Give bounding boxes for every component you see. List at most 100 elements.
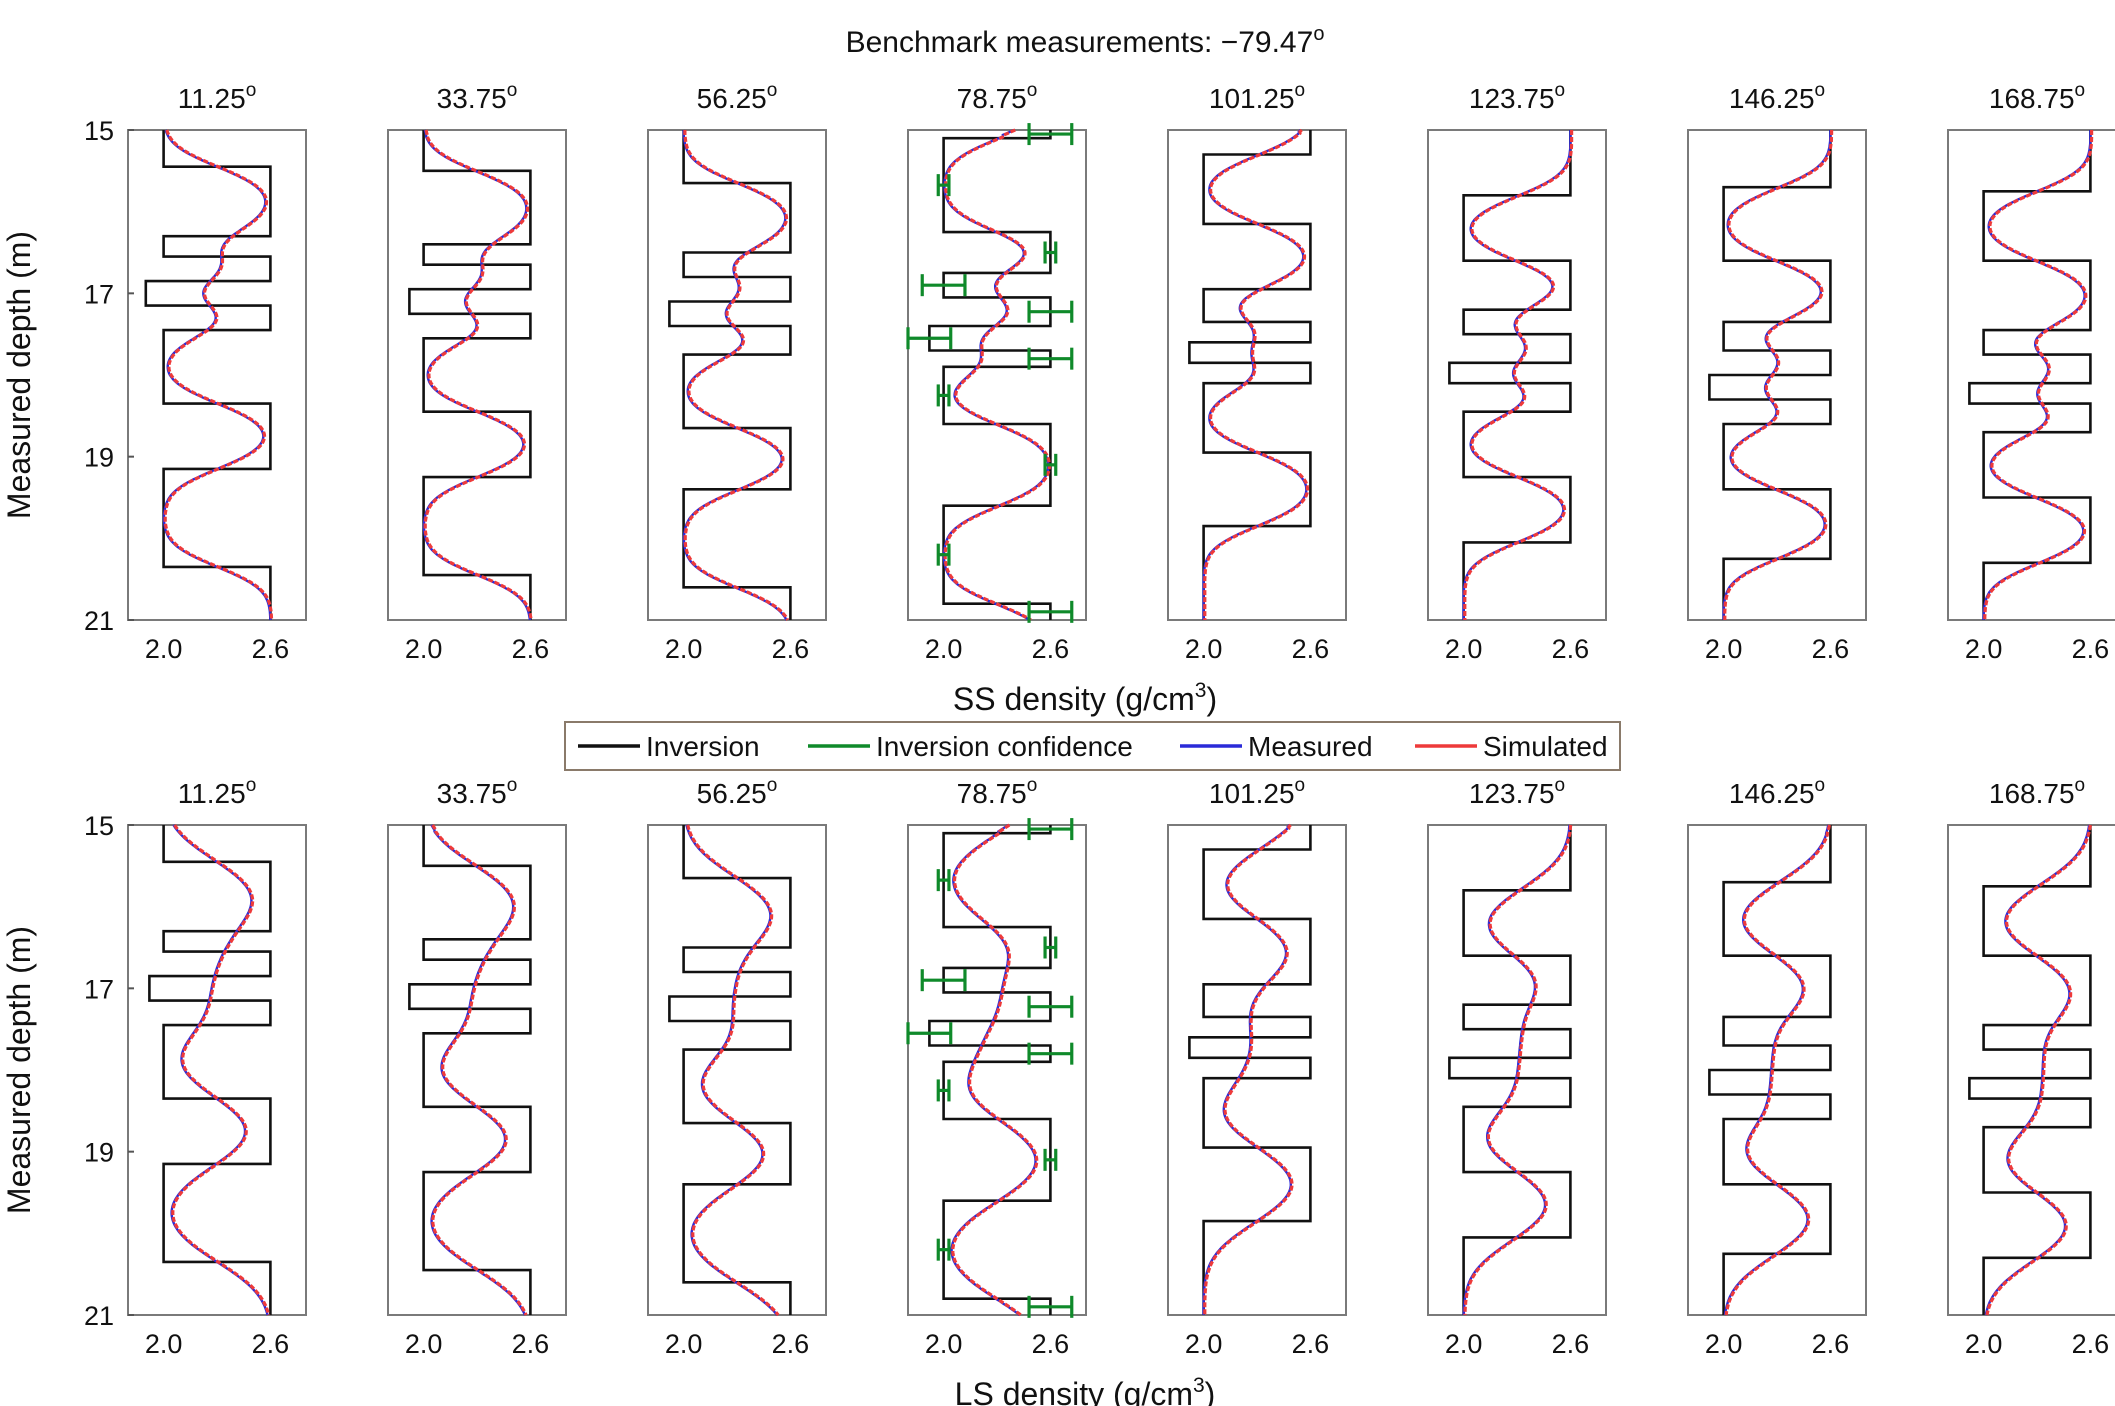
x-tick-label: 2.0 <box>1185 1329 1223 1359</box>
x-tick-label: 2.0 <box>1705 1329 1743 1359</box>
confidence-bar <box>936 174 951 197</box>
legend-item: Inversion <box>578 731 760 762</box>
panel-frame <box>647 824 827 1316</box>
panel-ls-7: 146.25o 2.0 2.6 <box>1687 775 1867 1359</box>
panel-angle-label: 168.75o <box>1989 80 2085 114</box>
confidence-bar <box>1043 1148 1058 1171</box>
confidence-bar <box>1043 453 1058 476</box>
inversion-line <box>1448 130 1572 620</box>
simulated-line <box>943 128 1051 622</box>
inversion-line <box>1188 130 1312 620</box>
panel-frame <box>1427 129 1607 621</box>
confidence-bar <box>936 384 951 407</box>
x-tick-label: 2.0 <box>1185 634 1223 664</box>
panel-ls-1: 11.25o 2.0 2.6 15 17 19 21 <box>84 775 307 1359</box>
panel-ss-2: 33.75o 2.0 2.6 <box>387 80 567 664</box>
figure-title-text: Benchmark measurements: −79.47o <box>846 23 1325 59</box>
confidence-bar <box>920 274 967 297</box>
x-tick-label: 2.0 <box>665 634 703 664</box>
x-tick-label: 2.0 <box>405 634 443 664</box>
panel-angle-label: 56.25o <box>697 80 778 114</box>
legend-item: Inversion confidence <box>808 731 1133 762</box>
degree-symbol: o <box>1555 775 1566 796</box>
panel-frame <box>127 129 307 621</box>
panel-ss-6: 123.75o 2.0 2.6 <box>1427 80 1607 664</box>
x-tick-label: 2.6 <box>1292 634 1330 664</box>
degree-symbol: o <box>1815 80 1826 101</box>
panel-frame <box>647 129 827 621</box>
y-tick-label: 15 <box>84 811 114 841</box>
panel-ls-4: 78.75o 2.0 2.6 <box>906 775 1087 1359</box>
inversion-line <box>1968 130 2092 620</box>
confidence-bar <box>1043 241 1058 264</box>
inversion-line <box>1708 130 1832 620</box>
panel-angle-label: 78.75o <box>957 80 1038 114</box>
panel-frame <box>1167 129 1347 621</box>
degree-symbol: o <box>1295 80 1306 101</box>
panel-ss-8: 168.75o 2.0 2.6 <box>1947 80 2115 664</box>
inversion-line <box>668 130 792 620</box>
panel-ss-7: 146.25o 2.0 2.6 <box>1687 80 1867 664</box>
simulated-line <box>1985 824 2092 1316</box>
legend: Inversion Inversion confidence Measured Sim… <box>564 721 1621 771</box>
degree-symbol: o <box>767 80 778 101</box>
simulated-line <box>171 824 271 1316</box>
simulated-line <box>1723 130 1834 620</box>
panel-frame <box>1167 824 1347 1316</box>
x-tick-label: 2.0 <box>405 1329 443 1359</box>
legend-label: Simulated <box>1483 731 1608 762</box>
confidence-bar <box>906 327 953 350</box>
degree-symbol: o <box>246 80 257 101</box>
confidence-bar <box>906 1022 953 1045</box>
x-tick-label: 2.0 <box>1445 1329 1483 1359</box>
panel-ls-3: 56.25o 2.0 2.6 <box>647 775 827 1359</box>
simulated-line <box>951 823 1039 1317</box>
simulated-line <box>423 129 533 621</box>
inversion-line <box>1708 825 1832 1315</box>
confidence-bar <box>1027 1295 1074 1318</box>
y-tick-label: 19 <box>84 1138 114 1168</box>
degree-symbol: o <box>767 775 778 796</box>
panel-row-ls: Measured depth (m) 11.25o 2.0 2.6 15 17 19 21 33… <box>1 775 2115 1406</box>
x-tick-label: 2.0 <box>1965 1329 2003 1359</box>
y-tick-label: 17 <box>84 279 114 309</box>
confidence-bar <box>1027 1042 1074 1065</box>
x-tick-label: 2.0 <box>665 1329 703 1359</box>
confidence-bar <box>1027 347 1074 370</box>
x-tick-label: 2.0 <box>925 1329 963 1359</box>
degree-symbol: o <box>507 775 518 796</box>
x-tick-label: 2.6 <box>2072 1329 2110 1359</box>
x-tick-label: 2.6 <box>1032 1329 1070 1359</box>
panel-ss-5: 101.25o 2.0 2.6 <box>1167 80 1347 664</box>
x-tick-label: 2.6 <box>252 634 290 664</box>
degree-symbol: o <box>1027 775 1038 796</box>
panel-angle-label: 11.25o <box>178 80 257 114</box>
panel-frame <box>907 129 1087 621</box>
confidence-bar <box>1027 995 1074 1018</box>
confidence-bar <box>1043 936 1058 959</box>
panel-ls-6: 123.75o 2.0 2.6 <box>1427 775 1607 1359</box>
confidence-bar <box>1027 818 1074 841</box>
legend-item: Simulated <box>1415 731 1608 762</box>
y-tick-label: 17 <box>84 974 114 1004</box>
legend-label: Measured <box>1248 731 1373 762</box>
x-tick-label: 2.6 <box>1292 1329 1330 1359</box>
x-tick-label: 2.0 <box>145 1329 183 1359</box>
simulated-line <box>1203 823 1294 1315</box>
degree-symbol: o <box>1555 80 1566 101</box>
simulated-line <box>431 824 528 1316</box>
panel-frame <box>387 824 567 1316</box>
figure-title: Benchmark measurements: −79.47o <box>846 23 1325 59</box>
x-tick-label: 2.6 <box>1812 634 1850 664</box>
panel-ss-3: 56.25o 2.0 2.6 <box>647 80 827 664</box>
degree-symbol: o <box>1815 775 1826 796</box>
simulated-line <box>683 129 790 621</box>
legend-label: Inversion confidence <box>876 731 1133 762</box>
panel-ss-4: 78.75o 2.0 2.6 <box>906 80 1087 664</box>
panel-angle-label: 101.25o <box>1209 80 1305 114</box>
degree-symbol: o <box>246 775 257 796</box>
panel-angle-label: 168.75o <box>1989 775 2085 809</box>
y-tick-label: 21 <box>84 1301 114 1331</box>
panel-angle-label: 146.25o <box>1729 775 1825 809</box>
confidence-bar <box>936 1238 951 1261</box>
